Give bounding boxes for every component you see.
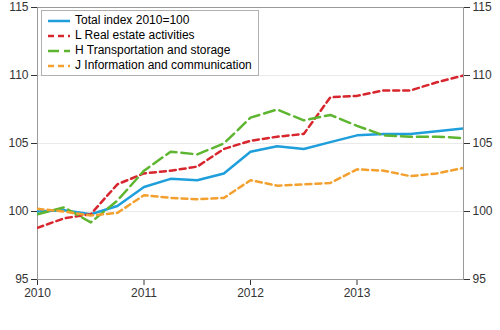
svg-text:2010: 2010	[24, 286, 51, 300]
html-text:Total index 2010=100: Total index 2010=100	[75, 13, 190, 27]
svg-text:105: 105	[8, 136, 28, 150]
svg-text:95: 95	[473, 272, 487, 286]
html-text:J Information and communicatio: J Information and communication	[75, 58, 252, 72]
svg-text:115: 115	[473, 0, 492, 14]
svg-text:2011: 2011	[131, 286, 157, 300]
svg-text:115: 115	[9, 0, 28, 14]
svg-text:110: 110	[473, 68, 492, 82]
html-text:L Real estate activities: L Real estate activities	[75, 28, 195, 42]
svg-text:95: 95	[15, 272, 29, 286]
svg-text:100: 100	[473, 204, 493, 218]
svg-text:2013: 2013	[344, 286, 371, 300]
svg-text:110: 110	[9, 68, 28, 82]
html-text:H Transportation and storage: H Transportation and storage	[75, 43, 231, 57]
svg-text:105: 105	[473, 136, 493, 150]
svg-text:2012: 2012	[237, 286, 264, 300]
svg-text:100: 100	[8, 204, 28, 218]
